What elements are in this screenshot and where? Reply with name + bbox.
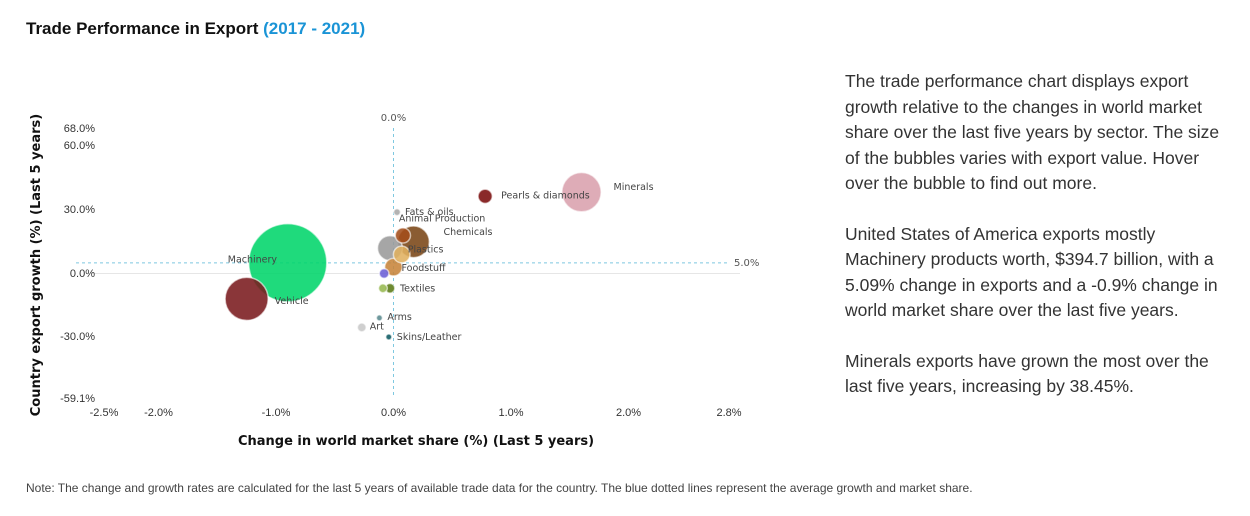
description-paragraph-1: The trade performance chart displays exp…: [845, 71, 1220, 193]
bubble-label: Machinery: [228, 255, 278, 266]
bubble-label: Plastics: [408, 244, 444, 255]
bubble-label: Art: [370, 321, 384, 332]
chart-description: The trade performance chart displays exp…: [845, 69, 1230, 425]
bubble-animal-production[interactable]: [394, 227, 412, 244]
x-axis-title: Change in world market share (%) (Last 5…: [238, 434, 594, 449]
bubble-label: Pearls & diamonds: [501, 190, 590, 201]
y-tick-label: 0.0%: [70, 268, 95, 280]
description-paragraph-3: Minerals exports have grown the most ove…: [845, 350, 1209, 397]
x-tick-label: 0.0%: [381, 407, 406, 419]
chart-title: Trade Performance in Export (2017 - 2021…: [26, 19, 365, 39]
bubble-machinery[interactable]: [248, 222, 328, 303]
chart-title-text: Trade Performance in Export: [26, 19, 259, 38]
x-tick-label: -1.0%: [262, 407, 291, 419]
y-tick-label: -30.0%: [60, 331, 95, 343]
y-tick-label: 30.0%: [64, 204, 95, 216]
x-tick-label: -2.0%: [144, 407, 173, 419]
bubble-label: Chemicals: [443, 227, 492, 238]
y-tick-label: -59.1%: [60, 393, 95, 405]
y-tick-label: 60.0%: [64, 140, 95, 152]
bubble-label: Fats & oils: [405, 207, 454, 218]
x-tick-label: 2.8%: [716, 407, 741, 419]
bubble-label: Vehicle: [275, 296, 309, 307]
avg-market-share-label: 0.0%: [381, 113, 406, 124]
bubble-label: Arms: [387, 312, 411, 323]
y-axis-ticks: 68.0% 60.0% 30.0% 0.0% -30.0% -59.1%: [60, 123, 95, 405]
bubble-unlabeled[interactable]: [378, 267, 390, 280]
bubble-pearls-diamonds[interactable]: [477, 188, 493, 205]
bubble-plastics[interactable]: [392, 245, 411, 264]
bubble-skins-leather[interactable]: [385, 333, 393, 341]
x-tick-label: 2.0%: [616, 407, 641, 419]
bubble-art[interactable]: [356, 322, 367, 333]
chart-title-range: (2017 - 2021): [263, 19, 366, 38]
y-tick-label: 68.0%: [64, 123, 95, 135]
y-axis-title: Country export growth (%) (Last 5 years): [29, 114, 44, 417]
bubble-vehicle[interactable]: [224, 276, 269, 322]
x-tick-label: 1.0%: [498, 407, 523, 419]
bubble-label: Foodstuff: [402, 263, 446, 274]
bubble-label: Skins/Leather: [397, 332, 462, 343]
bubble-fats-oils[interactable]: [392, 208, 402, 217]
bubble-labels: Minerals Pearls & diamonds Fats & oilsAnim…: [228, 182, 654, 343]
bubble-label: Animal Production: [399, 213, 485, 224]
description-paragraph-2: United States of America exports mostly …: [845, 223, 1218, 321]
bubbles: [224, 171, 602, 341]
x-axis-ticks: -2.5% -2.0% -1.0% 0.0% 1.0% 2.0% 2.8%: [90, 407, 742, 419]
avg-growth-label: 5.0%: [734, 258, 759, 269]
x-tick-label: -2.5%: [90, 407, 119, 419]
bubble-label: Textiles: [399, 283, 435, 294]
footnote: Note: The change and growth rates are ca…: [26, 481, 973, 495]
bubble-unlabeled[interactable]: [377, 283, 389, 294]
bubble-minerals[interactable]: [561, 171, 602, 213]
bubble-label: Minerals: [614, 182, 654, 193]
bubble-arms[interactable]: [375, 314, 384, 322]
